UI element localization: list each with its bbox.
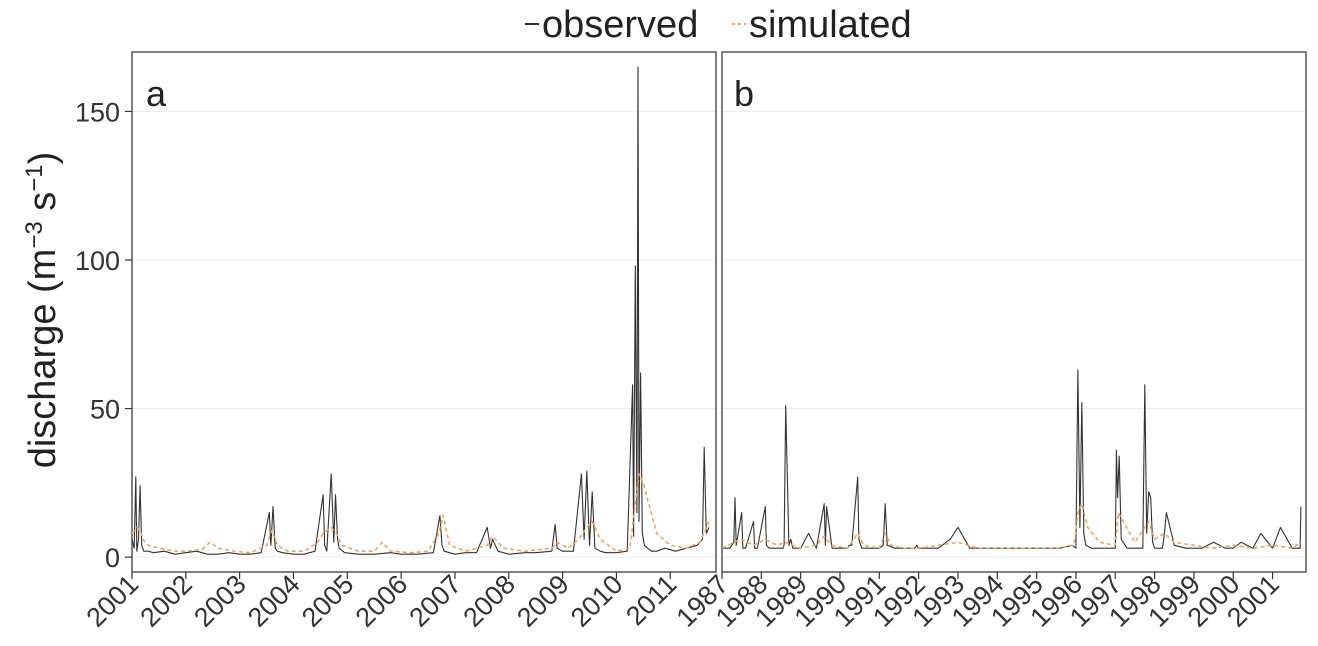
panel-b-simulated-line <box>721 502 1302 550</box>
panel-b-x-ticks: 1987198819891990199119921993199419951996… <box>671 569 1285 633</box>
y-axis-title-part3: ) <box>22 152 64 165</box>
legend: observed simulated <box>525 4 912 46</box>
panel-a-x-tick-label-3: 2004 <box>242 569 306 633</box>
legend-simulated-label: simulated <box>749 4 912 46</box>
panel-a-series <box>131 66 710 555</box>
y-tick-label-2: 100 <box>75 246 120 276</box>
panel-a-x-tick-label-0: 2001 <box>81 569 145 633</box>
panel-a-x-tick-label-4: 2005 <box>296 569 360 633</box>
panel-b: b 19871988198919901991199219931994199519… <box>671 51 1307 633</box>
panel-a: a 0 50 100 150 2001200220032004200520062007… <box>75 51 717 633</box>
panel-a-x-tick-label-5: 2006 <box>350 569 414 633</box>
panel-b-grid <box>722 110 1306 558</box>
panel-a-tag: a <box>146 73 167 114</box>
panel-b-series <box>721 369 1302 550</box>
y-axis-title-part2: s <box>22 192 64 222</box>
panel-b-observed-line <box>722 369 1302 549</box>
y-tick-label-1: 50 <box>90 395 120 425</box>
panel-b-frame <box>721 51 1307 573</box>
y-axis-title-sup1: −3 <box>21 221 48 248</box>
panel-a-grid <box>132 110 716 558</box>
y-axis-title-sup2: −1 <box>21 164 48 191</box>
panel-a-x-tick-label-10: 2011 <box>620 569 682 631</box>
y-tick-label-0: 0 <box>105 543 120 573</box>
panel-a-y-ticks: 0 50 100 150 <box>75 97 132 573</box>
panel-a-x-ticks: 2001200220032004200520062007200820092010… <box>81 569 683 633</box>
panel-a-simulated-line <box>131 473 710 554</box>
y-axis-title: discharge (m−3 s−1) <box>21 152 65 469</box>
panel-a-frame <box>131 51 717 573</box>
panel-a-x-tick-label-2: 2003 <box>188 569 252 633</box>
panel-a-x-tick-label-6: 2007 <box>403 569 467 633</box>
panel-a-x-tick-label-8: 2009 <box>511 569 575 633</box>
panel-a-x-tick-label-9: 2010 <box>565 569 629 633</box>
y-axis-title-part1: discharge (m <box>22 249 64 469</box>
panel-a-x-tick-label-1: 2002 <box>134 569 198 633</box>
legend-observed-label: observed <box>542 4 698 46</box>
panel-a-x-tick-label-7: 2008 <box>457 569 521 633</box>
y-tick-label-3: 150 <box>75 97 120 127</box>
panel-a-observed-line <box>131 66 710 555</box>
panel-b-tag: b <box>734 73 754 114</box>
